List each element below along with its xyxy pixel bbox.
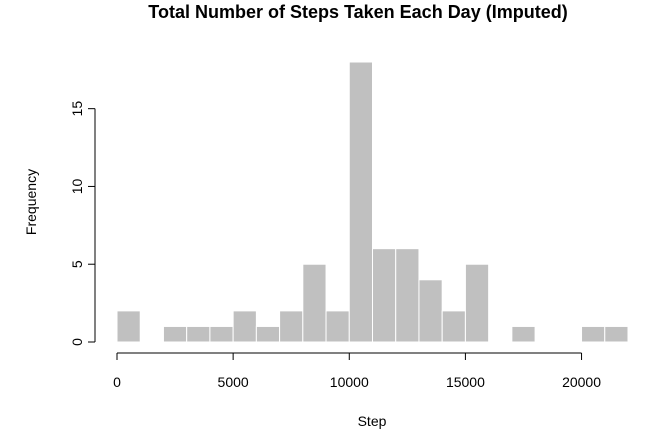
x-tick-label: 20000 <box>562 374 601 390</box>
histogram-bar <box>209 325 234 343</box>
histogram-bar <box>348 61 374 343</box>
histogram-bar <box>255 325 281 343</box>
chart-title: Total Number of Steps Taken Each Day (Im… <box>148 2 567 22</box>
histogram-bar <box>325 310 350 343</box>
x-tick-label: 5000 <box>218 374 249 390</box>
histogram-bar <box>372 248 397 343</box>
histogram-bar <box>604 325 629 343</box>
histogram-bar <box>116 310 141 343</box>
histogram-bar <box>232 310 257 343</box>
x-tick-label: 10000 <box>330 374 369 390</box>
y-axis-label: Frequency <box>23 169 39 235</box>
histogram-bar <box>581 325 606 343</box>
histogram-bar <box>162 325 188 343</box>
histogram-bar <box>441 310 466 343</box>
y-tick-label: 5 <box>69 260 85 268</box>
histogram-bar <box>464 263 490 343</box>
histogram-bar <box>395 248 420 343</box>
histogram-bar <box>186 325 211 343</box>
x-axis: 0 5000 10000 15000 20000 <box>113 352 601 390</box>
histogram-bar <box>279 310 304 343</box>
y-axis: 0 5 10 15 <box>69 101 96 346</box>
y-tick-label: 10 <box>69 178 85 194</box>
x-axis-label: Step <box>358 413 387 429</box>
y-tick-label: 15 <box>69 101 85 117</box>
histogram-bar <box>302 263 327 343</box>
x-tick-label: 15000 <box>446 374 485 390</box>
histogram-bar <box>511 325 536 343</box>
y-tick-label: 0 <box>69 338 85 346</box>
histogram-bar <box>418 279 443 343</box>
x-tick-label: 0 <box>113 374 121 390</box>
bars-group <box>116 61 629 343</box>
